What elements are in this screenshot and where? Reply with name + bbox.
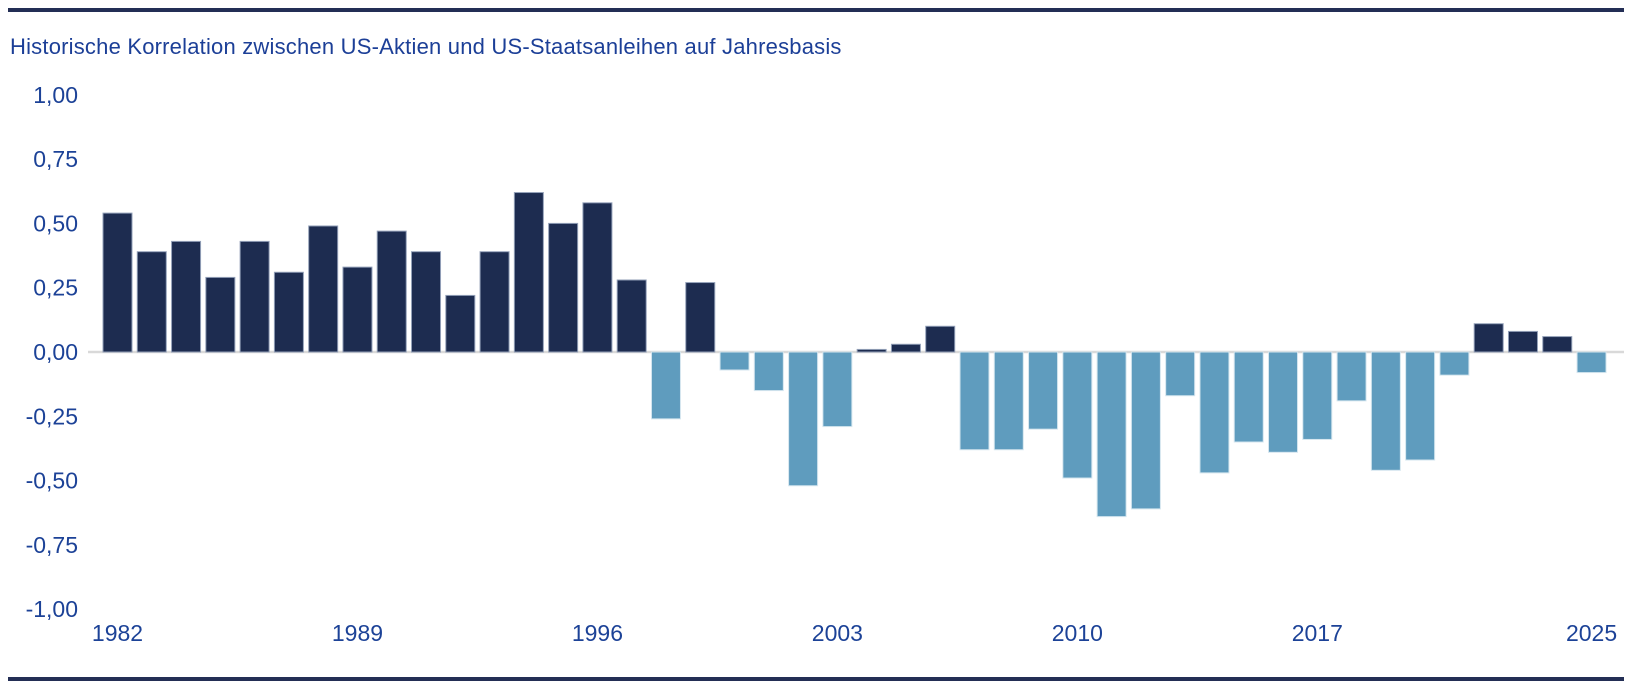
y-tick-label: -0,75 <box>26 532 78 558</box>
bar-1997 <box>616 279 647 353</box>
bar-2015 <box>1233 351 1264 443</box>
bar-2021 <box>1439 351 1470 376</box>
bar-1987 <box>273 271 304 353</box>
bar-1996 <box>582 202 613 353</box>
x-tick-label-2010: 2010 <box>1052 620 1103 646</box>
y-tick-label: 0,25 <box>33 275 78 301</box>
y-tick-label: -0,50 <box>26 468 78 494</box>
x-tick-label-2017: 2017 <box>1292 620 1343 646</box>
y-tick-label: 1,00 <box>33 82 78 108</box>
bar-1999 <box>685 282 716 353</box>
bar-2024 <box>1542 336 1573 353</box>
bar-1988 <box>308 225 339 353</box>
bar-2010 <box>1062 351 1093 479</box>
y-tick-label: -0,25 <box>26 403 78 429</box>
bar-1989 <box>342 266 373 353</box>
x-tick-label-1982: 1982 <box>92 620 143 646</box>
bar-1998 <box>650 351 681 420</box>
chart-title: Historische Korrelation zwischen US-Akti… <box>10 34 842 59</box>
y-tick-label: 0,75 <box>33 146 78 172</box>
bar-1986 <box>239 240 270 353</box>
x-tick-label-2025: 2025 <box>1566 620 1617 646</box>
bar-2002 <box>788 351 819 487</box>
bar-2019 <box>1370 351 1401 471</box>
bar-2023 <box>1507 330 1538 353</box>
bar-2011 <box>1096 351 1127 518</box>
bar-1991 <box>411 251 442 353</box>
bar-1990 <box>376 230 407 353</box>
bar-2006 <box>925 325 956 353</box>
bar-1995 <box>548 222 579 353</box>
bar-2020 <box>1405 351 1436 461</box>
bar-2025 <box>1576 351 1607 374</box>
bar-2018 <box>1336 351 1367 402</box>
bar-2012 <box>1130 351 1161 510</box>
y-tick-label: 0,50 <box>33 210 78 236</box>
bar-2022 <box>1473 323 1504 353</box>
bar-2014 <box>1199 351 1230 474</box>
x-tick-label-1989: 1989 <box>332 620 383 646</box>
bar-2017 <box>1302 351 1333 440</box>
x-tick-label-2003: 2003 <box>812 620 863 646</box>
bar-2013 <box>1165 351 1196 397</box>
bar-2007 <box>959 351 990 451</box>
bar-1994 <box>513 192 544 353</box>
bar-2008 <box>993 351 1024 451</box>
bar-2000 <box>719 351 750 371</box>
bar-1985 <box>205 276 236 353</box>
bar-1993 <box>479 251 510 353</box>
bar-2009 <box>1028 351 1059 430</box>
bar-1992 <box>445 294 476 353</box>
y-tick-label: -1,00 <box>26 596 78 622</box>
bar-1982 <box>102 212 133 353</box>
bottom-divider-line <box>8 677 1624 681</box>
bar-2001 <box>753 351 784 392</box>
bar-1983 <box>136 251 167 353</box>
x-tick-label-1996: 1996 <box>572 620 623 646</box>
y-tick-label: 0,00 <box>33 339 78 365</box>
bar-2004 <box>856 348 887 353</box>
bar-2003 <box>822 351 853 428</box>
bar-2016 <box>1268 351 1299 453</box>
top-divider-line <box>8 8 1624 12</box>
bar-1984 <box>171 240 202 353</box>
bar-2005 <box>890 343 921 353</box>
